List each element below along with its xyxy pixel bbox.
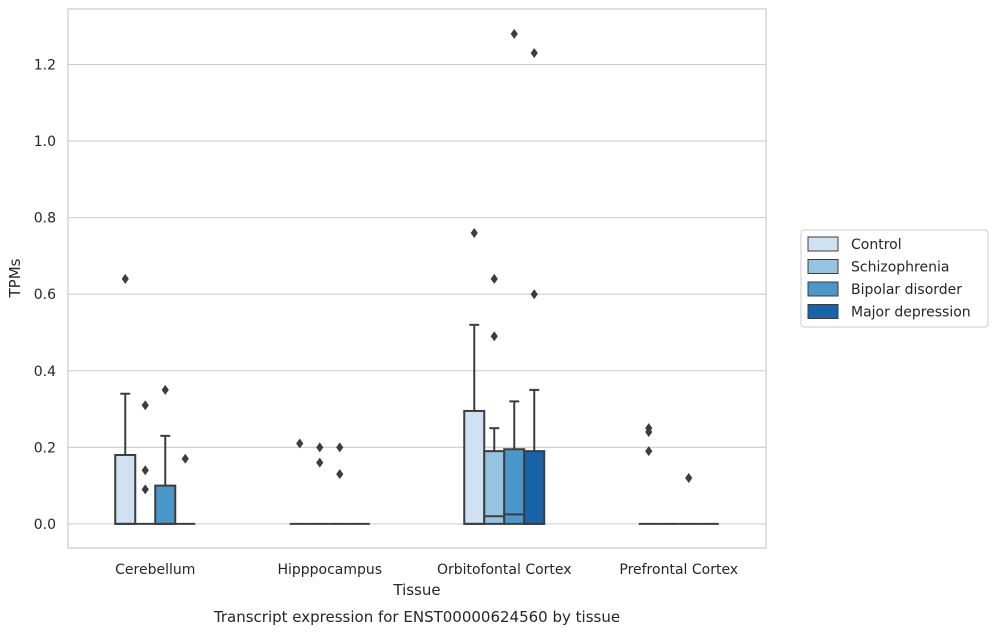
outlier-point (336, 442, 344, 453)
legend-swatch (807, 281, 839, 297)
plot-frame (67, 8, 767, 549)
outlier-point (510, 28, 518, 39)
box-group (289, 438, 310, 525)
box-body (114, 453, 137, 525)
box-group (463, 227, 486, 525)
box-body (483, 450, 506, 525)
box-group (638, 423, 659, 525)
legend-swatch (807, 259, 839, 274)
x-tick-label: Prefrontal Cortex (619, 562, 738, 578)
box-group (114, 273, 137, 525)
outlier-point (141, 484, 149, 495)
outlier-point (530, 289, 538, 300)
box-group (175, 453, 196, 525)
box-group (503, 28, 526, 525)
box-body (503, 448, 526, 525)
outlier-point (470, 227, 478, 238)
outlier-point (181, 453, 189, 464)
legend: Control Schizophrenia Bipolar disorder Majo… (800, 229, 989, 328)
legend-frame (800, 229, 989, 328)
box-body (463, 409, 486, 525)
legend-label: Major depression (851, 305, 971, 321)
box-group (678, 472, 699, 525)
y-tick-label: 0.6 (34, 287, 56, 303)
outlier-point (645, 427, 653, 438)
x-tick-labels: Cerebellum Hipppocampus Orbitofontal Corte… (115, 562, 738, 578)
outlier-point (316, 457, 324, 468)
y-tick-label: 0.2 (34, 440, 56, 456)
box-group (309, 442, 330, 525)
legend-label: Schizophrenia (851, 260, 949, 276)
y-tick-label: 0.8 (34, 211, 56, 227)
box-group (483, 273, 506, 525)
outlier-point (141, 400, 149, 411)
outlier-point (336, 469, 344, 480)
box-body (154, 484, 177, 525)
box-body (523, 450, 546, 525)
outlier-point (141, 465, 149, 476)
legend-swatch (807, 236, 839, 252)
legend-swatch (807, 304, 839, 319)
outlier-point (685, 472, 693, 483)
outlier-point (645, 446, 653, 457)
outlier-point (316, 442, 324, 453)
x-tick-label: Cerebellum (115, 562, 195, 578)
x-tick-label: Orbitofontal Cortex (437, 562, 572, 578)
x-axis-label: Tissue (392, 581, 440, 599)
x-tick-label: Hipppocampus (277, 562, 382, 578)
box-group (135, 400, 156, 525)
y-tick-labels: 0.0 0.2 0.4 0.6 0.8 1.0 1.2 (34, 58, 56, 533)
y-gridlines (68, 63, 766, 525)
y-tick-label: 1.2 (34, 58, 56, 74)
y-tick-label: 1.0 (34, 134, 56, 150)
box-group (329, 442, 350, 525)
outlier-point (530, 48, 538, 59)
outlier-point (296, 438, 304, 449)
chart-caption: Transcript expression for ENST0000062456… (213, 608, 620, 626)
legend-label: Bipolar disorder (851, 282, 962, 298)
box-marks (114, 28, 719, 525)
box-group (154, 384, 177, 525)
box-group (523, 48, 546, 525)
legend-label: Control (851, 237, 902, 253)
outlier-point (490, 331, 498, 342)
outlier-point (490, 273, 498, 284)
y-axis-label: TPMs (6, 258, 24, 298)
outlier-point (161, 384, 169, 395)
outlier-point (121, 273, 129, 284)
y-tick-label: 0.4 (34, 364, 56, 380)
y-tick-label: 0.0 (34, 517, 56, 533)
